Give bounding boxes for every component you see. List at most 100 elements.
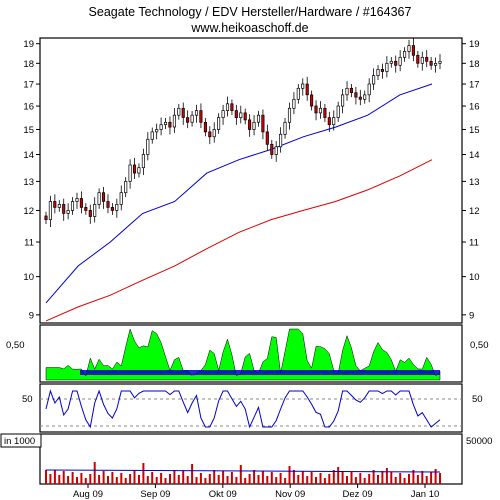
candle bbox=[44, 211, 48, 225]
price-panel bbox=[39, 37, 463, 324]
candle bbox=[208, 126, 212, 145]
candle-body bbox=[429, 60, 433, 66]
candle-body bbox=[292, 98, 296, 109]
candle-body bbox=[132, 164, 137, 174]
candle-body bbox=[358, 96, 362, 100]
price-tick-label-left: 18 bbox=[23, 59, 34, 70]
candle bbox=[115, 198, 119, 218]
price-tick-label-right: 9 bbox=[469, 310, 474, 321]
candle-body bbox=[411, 45, 415, 56]
candle bbox=[221, 104, 225, 125]
candle bbox=[318, 101, 323, 119]
candle-body bbox=[376, 69, 380, 76]
candle-body bbox=[327, 117, 331, 126]
volume-bar bbox=[430, 472, 433, 484]
candle bbox=[212, 122, 216, 143]
candle-body bbox=[270, 143, 274, 155]
volume-bar bbox=[412, 470, 415, 484]
candle bbox=[403, 47, 407, 62]
candle bbox=[101, 186, 106, 209]
candle-body bbox=[305, 83, 309, 96]
candle-body bbox=[137, 167, 141, 174]
candle-body bbox=[234, 110, 238, 118]
price-tick-label-left: 13 bbox=[23, 177, 34, 188]
candle bbox=[434, 57, 438, 73]
volume-bar bbox=[261, 471, 264, 484]
candle-body bbox=[394, 60, 398, 66]
volume-bar bbox=[173, 470, 176, 484]
candle bbox=[407, 39, 411, 59]
volume-bar bbox=[146, 476, 149, 484]
volume-bar bbox=[115, 477, 118, 484]
price-tick-label-left: 11 bbox=[24, 238, 34, 249]
volume-bar bbox=[310, 472, 313, 484]
volume-bar bbox=[341, 471, 344, 484]
candle-body bbox=[110, 207, 114, 211]
candle bbox=[411, 38, 415, 62]
candle bbox=[323, 103, 327, 122]
volume-bar bbox=[217, 475, 220, 484]
candle-body bbox=[168, 121, 172, 128]
volume-bar bbox=[177, 475, 180, 484]
price-tick-label-right: 13 bbox=[469, 177, 480, 188]
volume-bar bbox=[363, 478, 366, 484]
candle bbox=[225, 96, 230, 117]
volume-bar bbox=[323, 478, 326, 484]
x-tick-label: Nov 09 bbox=[275, 489, 305, 500]
candle bbox=[159, 117, 163, 136]
candle-body bbox=[88, 210, 92, 217]
candle bbox=[194, 104, 199, 123]
volume-bar bbox=[213, 470, 216, 484]
candle-body bbox=[318, 107, 323, 114]
volume-bar bbox=[58, 475, 61, 484]
price-tick-label-left: 9 bbox=[29, 310, 34, 321]
x-tick-label: Sep 09 bbox=[140, 489, 170, 500]
volume-bar bbox=[439, 473, 441, 484]
x-axis: Aug 09 Sep 09 Okt 09 Nov 09 Dez 09 Jan 10 bbox=[73, 484, 439, 500]
candle-body bbox=[119, 192, 123, 205]
indicator-2-tick-left: 50 bbox=[22, 394, 33, 405]
candle bbox=[150, 127, 154, 144]
candle-body bbox=[345, 87, 349, 96]
candle-body bbox=[79, 198, 83, 208]
candle-body bbox=[389, 60, 393, 64]
indicator-2-tick-right: 50 bbox=[472, 394, 483, 405]
candle bbox=[234, 104, 238, 125]
candle bbox=[199, 103, 203, 129]
candle bbox=[79, 191, 83, 214]
candle bbox=[155, 123, 159, 140]
candle bbox=[429, 56, 433, 70]
volume-bar bbox=[120, 473, 123, 484]
volume-bar bbox=[377, 475, 379, 484]
candle-body bbox=[217, 117, 221, 130]
volume-bar bbox=[279, 473, 282, 484]
volume-bar bbox=[151, 472, 154, 484]
volume-bar bbox=[102, 471, 105, 484]
volume-bar bbox=[124, 478, 127, 484]
candle bbox=[177, 103, 181, 120]
x-tick-label: Dez 09 bbox=[343, 489, 373, 500]
volume-bar bbox=[421, 471, 424, 484]
candle bbox=[141, 148, 145, 176]
candle bbox=[301, 78, 305, 96]
candle-body bbox=[434, 62, 438, 66]
volume-bar bbox=[222, 471, 225, 484]
price-tick-label-right: 16 bbox=[469, 102, 480, 113]
candle-body bbox=[70, 201, 75, 211]
candle-body bbox=[44, 215, 48, 220]
candle-body bbox=[199, 110, 203, 123]
volume-bar bbox=[297, 475, 300, 484]
candle bbox=[367, 78, 371, 103]
candle bbox=[336, 101, 340, 122]
moving-averages bbox=[45, 83, 433, 322]
candle-body bbox=[341, 94, 345, 107]
candle bbox=[119, 185, 123, 211]
candle bbox=[287, 102, 292, 130]
candle bbox=[363, 90, 367, 104]
candle-body bbox=[336, 105, 340, 118]
candle-body bbox=[261, 114, 265, 133]
candle-body bbox=[106, 201, 110, 208]
volume-bar bbox=[133, 470, 136, 484]
volume-bar bbox=[284, 478, 287, 484]
